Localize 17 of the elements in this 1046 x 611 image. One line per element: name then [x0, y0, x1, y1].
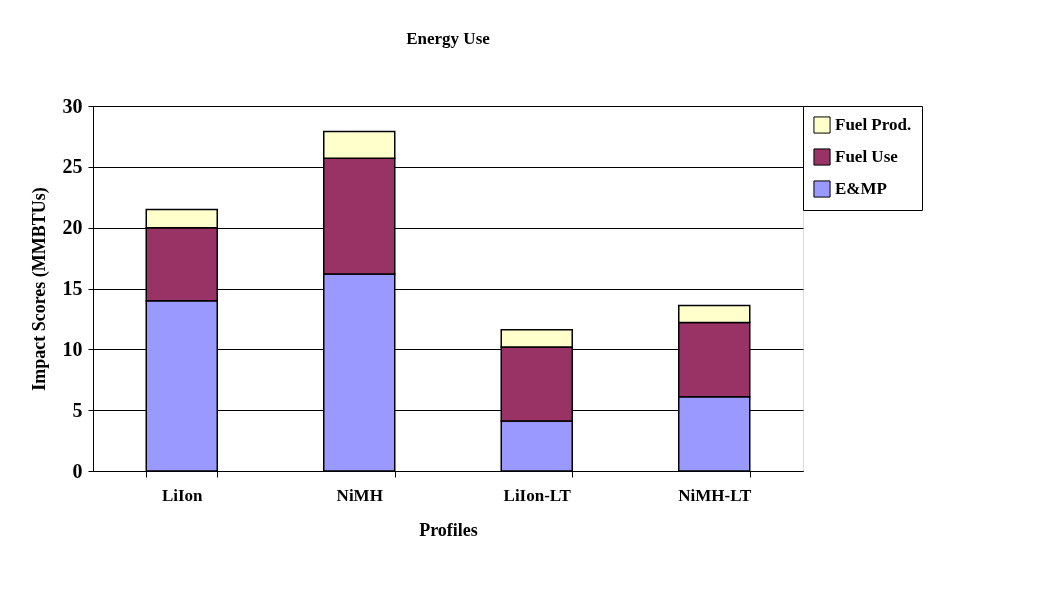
x-tick-label: LiIon-LT — [503, 485, 572, 505]
legend-label: E&MP — [835, 179, 887, 198]
legend-label: Fuel Use — [835, 147, 899, 166]
y-axis-title: Impact Scores (MMBTUs) — [28, 187, 50, 391]
y-tick-label: 10 — [62, 337, 83, 360]
y-tick-label: 30 — [62, 94, 83, 117]
x-tick-label: NiMH — [336, 485, 383, 505]
x-tick-label: LiIon — [161, 485, 204, 505]
y-tick-label: 25 — [62, 155, 83, 178]
chart-title: Energy Use — [406, 29, 491, 48]
y-tick-label: 15 — [62, 277, 83, 299]
y-tick-label: 0 — [72, 459, 83, 482]
y-tick-label: 5 — [72, 398, 83, 421]
x-tick-label: NiMH-LT — [678, 485, 752, 505]
legend-label: Fuel Prod. — [835, 115, 912, 134]
y-tick-label: 20 — [62, 216, 83, 239]
x-axis-title: Profiles — [419, 519, 478, 540]
